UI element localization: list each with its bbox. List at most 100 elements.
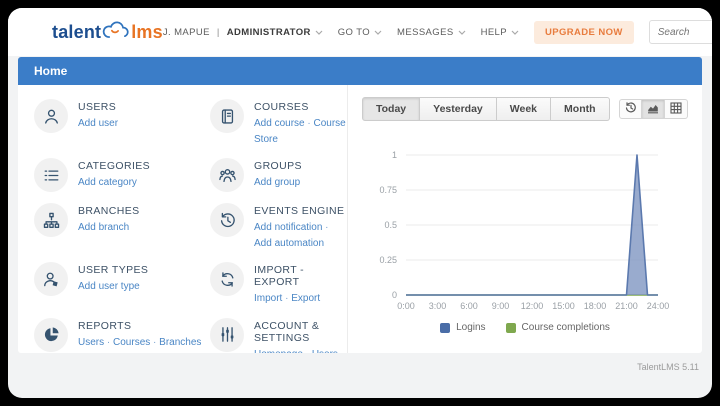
time-range-tabs: Today Yesterday Week Month xyxy=(362,97,610,121)
admin-menu: USERS Add user COURSES Add course · Course … xyxy=(18,85,347,353)
chart-legend: Logins Course completions xyxy=(362,322,688,333)
menu-link-add-branch[interactable]: Add branch xyxy=(78,222,130,233)
menu-item-title[interactable]: ACCOUNT & SETTINGS xyxy=(254,319,320,344)
svg-text:1: 1 xyxy=(392,150,397,160)
logo-text-talent: talent xyxy=(52,21,102,42)
menu-item-title[interactable]: IMPORT - EXPORT xyxy=(254,264,305,288)
dashboard-card: USERS Add user COURSES Add course · Course … xyxy=(18,85,702,353)
svg-text:21:00: 21:00 xyxy=(615,301,638,311)
pie-chart-icon[interactable] xyxy=(34,317,68,352)
history-view-button[interactable] xyxy=(619,99,642,119)
menu-link-add-automation[interactable]: Add automation xyxy=(254,237,325,249)
menu-item-title[interactable]: COURSES xyxy=(254,101,309,113)
chart-container: 0 0.25 0.5 0.75 1 0:00 3:00 6:00 9:00 12:00 15:00 1… xyxy=(362,135,688,322)
menu-link-add-notification[interactable]: Add notification xyxy=(254,222,323,233)
list-icon[interactable] xyxy=(34,158,68,192)
chevron-down-icon xyxy=(374,27,382,38)
menu-link-courses[interactable]: Courses xyxy=(113,336,151,348)
tab-month[interactable]: Month xyxy=(551,97,610,121)
menu-item-links: Add branch xyxy=(78,220,140,236)
menu-item-users: USERS Add user xyxy=(34,99,204,147)
groups-icon[interactable] xyxy=(210,158,244,192)
menu-item-title[interactable]: BRANCHES xyxy=(78,205,140,217)
menu-item-title[interactable]: USERS xyxy=(78,101,117,113)
menu-item-links: Add user type xyxy=(78,279,148,295)
history-icon[interactable] xyxy=(210,203,244,237)
table-view-icon xyxy=(669,101,683,118)
menu-link-groups[interactable]: Groups xyxy=(84,352,117,353)
table-view-button[interactable] xyxy=(665,99,688,119)
menu-link-users[interactable]: Users xyxy=(78,336,105,348)
legend-label: Logins xyxy=(456,322,486,333)
page-title: Home xyxy=(34,64,68,78)
svg-text:15:00: 15:00 xyxy=(552,301,575,311)
user-menu[interactable]: J. MAPUE | ADMINISTRATOR xyxy=(163,27,323,38)
user-name: J. MAPUE xyxy=(162,26,210,38)
menu-link-add-user[interactable]: Add user xyxy=(78,118,119,129)
view-switcher xyxy=(619,99,688,119)
svg-text:0.75: 0.75 xyxy=(379,185,397,195)
tab-week[interactable]: Week xyxy=(496,97,552,121)
user-role-separator: | xyxy=(216,26,220,38)
link-separator: · xyxy=(187,352,193,353)
menu-item-title[interactable]: REPORTS xyxy=(78,319,132,332)
menu-link-homepage[interactable]: Homepage xyxy=(254,349,303,354)
menu-link-course-store[interactable]: Course Store xyxy=(254,118,346,145)
search-input[interactable] xyxy=(648,20,712,44)
link-separator: · xyxy=(338,349,344,354)
menu-link-branches[interactable]: Branches xyxy=(159,336,202,348)
area-chart-view-button[interactable] xyxy=(642,99,665,119)
menu-link-add-category[interactable]: Add category xyxy=(78,177,137,188)
menu-item-title[interactable]: GROUPS xyxy=(254,160,302,172)
version-label: TalentLMS 5.11 xyxy=(637,362,699,372)
svg-text:6:00: 6:00 xyxy=(460,301,478,311)
tab-today[interactable]: Today xyxy=(362,97,421,121)
menu-link-users[interactable]: Users xyxy=(312,349,338,354)
menu-item-categories: CATEGORIES Add category xyxy=(34,158,204,192)
chevron-down-icon xyxy=(458,27,466,38)
user-icon[interactable] xyxy=(34,99,68,133)
menu-link-export[interactable]: Export xyxy=(291,293,321,304)
branches-icon[interactable] xyxy=(34,203,68,237)
nav-help[interactable]: HELP xyxy=(481,27,519,38)
svg-text:24:00: 24:00 xyxy=(647,301,670,311)
footer: TalentLMS 5.11 xyxy=(8,353,712,381)
nav-go-to-label: GO TO xyxy=(337,26,371,38)
top-nav: J. MAPUE | ADMINISTRATOR GO TO MESSAGES … xyxy=(163,20,712,44)
menu-link-add-user-type[interactable]: Add user type xyxy=(78,281,140,292)
menu-item-links: Add group xyxy=(254,175,302,191)
menu-link-import[interactable]: Import xyxy=(254,293,283,304)
legend-label: Course completions xyxy=(521,322,610,333)
svg-text:18:00: 18:00 xyxy=(584,301,607,311)
svg-text:0.5: 0.5 xyxy=(384,220,397,230)
menu-item-reports: REPORTS Users · Courses · Branches · Grou… xyxy=(34,317,204,353)
tab-yesterday[interactable]: Yesterday xyxy=(420,97,497,121)
svg-text:0: 0 xyxy=(392,290,397,300)
menu-item-links: Add user xyxy=(78,116,118,132)
svg-text:9:00: 9:00 xyxy=(492,301,510,311)
menu-item-title[interactable]: CATEGORIES xyxy=(78,160,151,172)
link-separator: · xyxy=(78,352,84,353)
user-tag-icon[interactable] xyxy=(34,262,68,296)
sliders-icon[interactable] xyxy=(210,317,244,352)
menu-item-title[interactable]: USER TYPES xyxy=(78,264,149,276)
menu-link-tests[interactable]: Tests xyxy=(163,352,186,353)
sync-icon[interactable] xyxy=(210,262,244,296)
menu-item-links: Homepage · Users · Themes · Certificates… xyxy=(254,347,347,354)
talentlms-logo[interactable]: talent lms xyxy=(52,18,163,46)
nav-go-to[interactable]: GO TO xyxy=(338,27,382,38)
menu-item-links: Add notification · Add automation xyxy=(254,220,347,251)
link-separator: · xyxy=(322,222,329,233)
link-separator: · xyxy=(282,293,292,304)
book-icon[interactable] xyxy=(210,99,244,133)
menu-link-scorm[interactable]: Scorm xyxy=(126,352,155,353)
svg-text:0.25: 0.25 xyxy=(379,255,397,265)
menu-link-add-group[interactable]: Add group xyxy=(254,177,301,188)
nav-messages-label: MESSAGES xyxy=(397,26,454,38)
nav-messages[interactable]: MESSAGES xyxy=(397,27,466,38)
menu-item-links: Import · Export xyxy=(254,291,347,307)
menu-item-title[interactable]: EVENTS ENGINE xyxy=(254,205,345,217)
menu-link-add-course[interactable]: Add course xyxy=(254,118,305,129)
upgrade-now-button[interactable]: UPGRADE NOW xyxy=(533,20,634,44)
logo-text-lms: lms xyxy=(131,21,163,42)
